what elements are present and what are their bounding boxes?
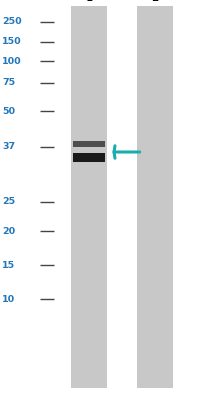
- Bar: [136, 6, 172, 388]
- Text: 100: 100: [2, 57, 22, 66]
- Text: 150: 150: [2, 38, 22, 46]
- Text: 2: 2: [150, 0, 158, 4]
- Bar: [73, 141, 104, 147]
- Text: 10: 10: [2, 295, 15, 304]
- Text: 25: 25: [2, 198, 15, 206]
- Text: 20: 20: [2, 227, 15, 236]
- Text: 75: 75: [2, 78, 15, 87]
- Bar: [73, 153, 104, 162]
- Text: 1: 1: [85, 0, 92, 4]
- Bar: [71, 6, 106, 388]
- Text: 15: 15: [2, 261, 15, 270]
- Text: 37: 37: [2, 142, 15, 151]
- Text: 250: 250: [2, 18, 22, 26]
- Text: 50: 50: [2, 107, 15, 116]
